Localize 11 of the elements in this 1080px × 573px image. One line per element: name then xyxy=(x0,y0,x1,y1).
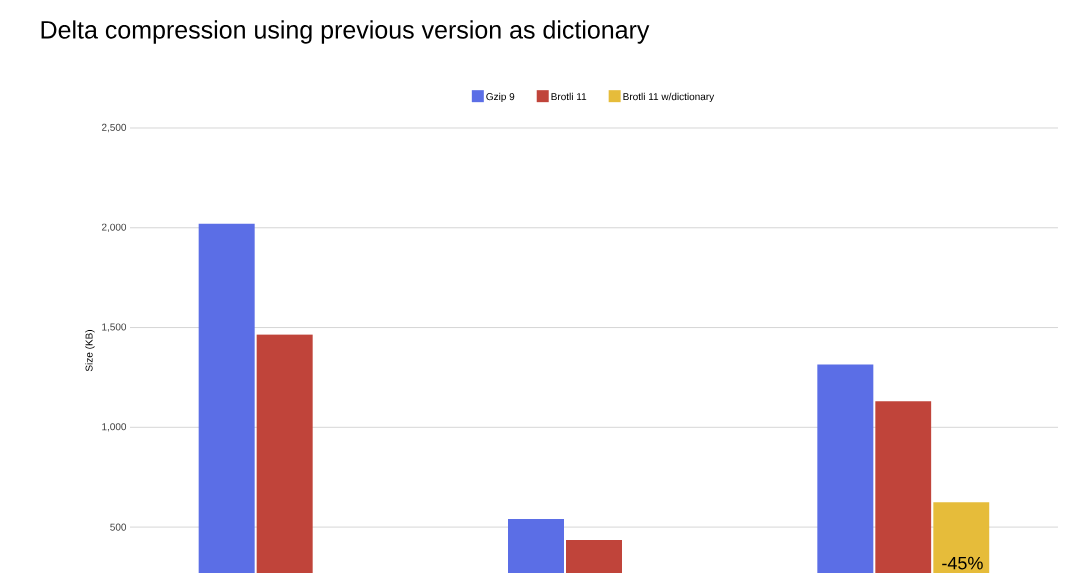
chart-title: Delta compression using previous version as dictionary xyxy=(41,20,650,44)
y-tick-label: 1,000 xyxy=(102,423,127,432)
y-tick-label: 1,500 xyxy=(102,323,127,332)
annotation: -45% xyxy=(942,556,983,570)
legend-label: Gzip 9 xyxy=(486,92,515,103)
legend-label: Brotli 11 w/dictionary xyxy=(623,92,715,103)
y-tick-label: 500 xyxy=(110,523,127,531)
y-tick-label: 2,000 xyxy=(101,223,127,232)
y-axis-title: Size (KB) xyxy=(85,330,95,372)
y-tick-label: 2,500 xyxy=(101,123,127,133)
legend-label: Brotli 11 xyxy=(551,92,587,101)
